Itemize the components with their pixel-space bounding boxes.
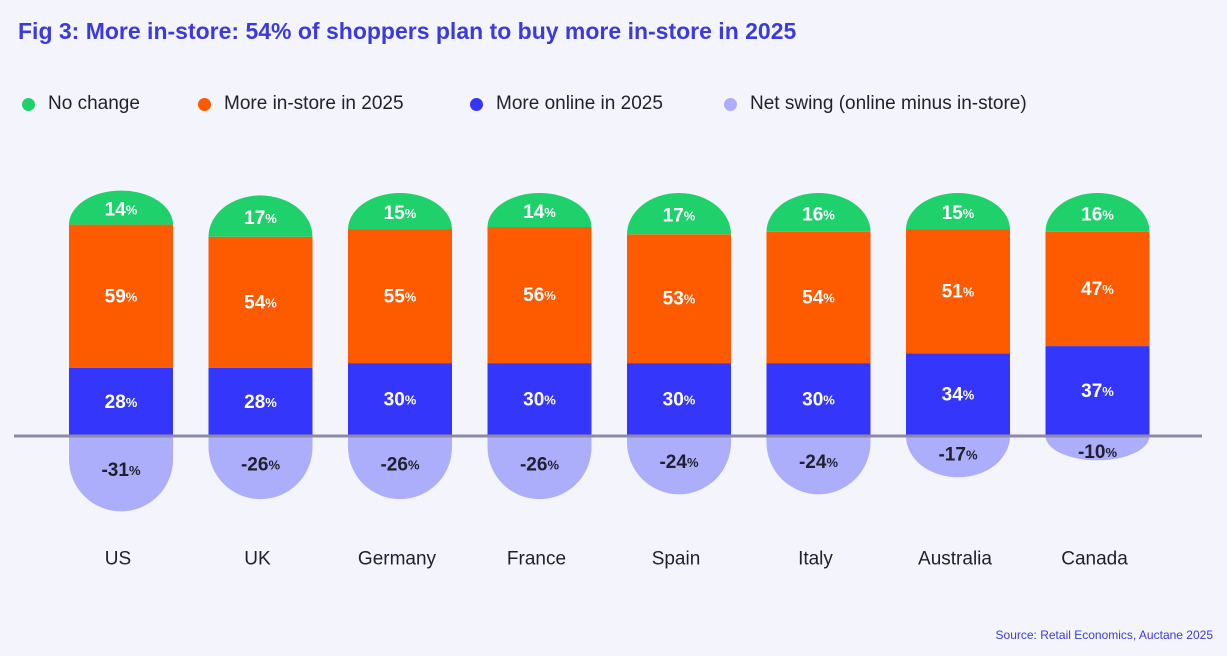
label-more-online-italy: 30% xyxy=(802,389,835,410)
category-label-canada: Canada xyxy=(1061,549,1128,570)
legend-label-net-swing: Net swing (online minus in-store) xyxy=(750,93,1027,114)
bar-more-online-uk xyxy=(208,367,313,436)
label-net-swing-germany: -26% xyxy=(380,454,419,475)
label-net-swing-australia: -17% xyxy=(938,444,977,465)
label-no-change-spain: 17% xyxy=(663,205,696,226)
category-label-spain: Spain xyxy=(652,549,701,570)
label-more-online-australia: 34% xyxy=(942,384,975,405)
bar-more-instore-france xyxy=(487,227,592,364)
label-more-instore-uk: 54% xyxy=(244,292,277,313)
bar-more-instore-uk xyxy=(208,236,313,368)
category-label-germany: Germany xyxy=(358,549,437,570)
bar-no-change-italy xyxy=(766,193,871,232)
bar-no-change-germany xyxy=(348,193,453,230)
bar-more-instore-canada xyxy=(1045,231,1150,347)
label-more-online-uk: 28% xyxy=(244,391,277,412)
label-net-swing-italy: -24% xyxy=(799,452,838,473)
bar-more-online-france xyxy=(487,363,592,436)
bar-more-instore-spain xyxy=(627,234,731,364)
category-label-france: France xyxy=(507,549,566,570)
bar-no-change-spain xyxy=(627,192,731,235)
label-more-instore-australia: 51% xyxy=(942,281,975,302)
label-more-online-canada: 37% xyxy=(1081,381,1114,402)
chart-legend: No change More in-store in 2025 More onl… xyxy=(14,90,1114,118)
bar-no-change-france xyxy=(487,193,592,228)
legend-item-no-change: No change xyxy=(22,90,140,118)
bar-more-online-canada xyxy=(1045,346,1150,436)
label-more-online-us: 28% xyxy=(105,391,138,412)
label-net-swing-canada: -10% xyxy=(1078,442,1117,463)
label-net-swing-us: -31% xyxy=(101,459,140,480)
label-more-online-spain: 30% xyxy=(663,389,696,410)
bar-net-swing-spain xyxy=(627,436,731,495)
label-no-change-australia: 15% xyxy=(942,203,975,224)
bar-more-online-germany xyxy=(348,363,452,436)
bar-more-online-spain xyxy=(627,363,731,436)
label-no-change-france: 14% xyxy=(523,202,556,223)
bar-more-instore-australia xyxy=(906,229,1010,354)
bar-net-swing-france xyxy=(487,436,592,500)
legend-swatch-net-swing xyxy=(724,97,737,111)
bar-more-instore-germany xyxy=(348,229,452,364)
bar-more-online-australia xyxy=(906,353,1010,436)
label-more-instore-germany: 55% xyxy=(384,286,417,307)
legend-swatch-no-change xyxy=(22,97,35,111)
bar-more-instore-us xyxy=(69,224,173,368)
label-no-change-canada: 16% xyxy=(1081,204,1114,225)
legend-label-no-change: No change xyxy=(48,93,140,114)
bar-no-change-us xyxy=(69,190,173,225)
bar-net-swing-canada xyxy=(1045,436,1150,461)
label-more-instore-canada: 47% xyxy=(1081,278,1114,299)
label-net-swing-spain: -24% xyxy=(659,452,698,473)
label-more-instore-italy: 54% xyxy=(802,287,835,308)
label-more-online-france: 30% xyxy=(523,389,556,410)
label-net-swing-uk: -26% xyxy=(241,454,280,475)
label-no-change-uk: 17% xyxy=(244,208,277,229)
label-more-instore-france: 56% xyxy=(523,285,556,306)
label-net-swing-france: -26% xyxy=(520,454,559,475)
legend-label-more-instore: More in-store in 2025 xyxy=(224,93,404,114)
bar-more-instore-italy xyxy=(766,231,871,364)
bar-net-swing-italy xyxy=(766,436,871,495)
category-label-uk: UK xyxy=(244,549,271,570)
category-label-australia: Australia xyxy=(918,549,992,570)
bar-more-online-italy xyxy=(766,363,871,436)
legend-item-more-instore: More in-store in 2025 xyxy=(198,90,404,118)
legend-item-net-swing: Net swing (online minus in-store) xyxy=(724,90,1027,118)
bar-net-swing-us xyxy=(69,436,173,512)
bar-more-online-us xyxy=(69,367,173,436)
legend-label-more-online: More online in 2025 xyxy=(496,93,663,114)
bar-net-swing-australia xyxy=(906,436,1010,478)
bar-no-change-uk xyxy=(208,195,313,237)
chart-title: Fig 3: More in-store: 54% of shoppers pl… xyxy=(18,18,797,44)
label-more-online-germany: 30% xyxy=(384,389,417,410)
bar-no-change-canada xyxy=(1045,193,1150,232)
label-more-instore-spain: 53% xyxy=(663,288,696,309)
legend-item-more-online: More online in 2025 xyxy=(470,90,663,118)
label-no-change-germany: 15% xyxy=(384,203,417,224)
label-no-change-italy: 16% xyxy=(802,204,835,225)
legend-swatch-more-instore xyxy=(198,97,211,111)
category-label-us: US xyxy=(105,549,131,570)
label-more-instore-us: 59% xyxy=(105,286,138,307)
bar-no-change-australia xyxy=(906,193,1010,230)
category-label-italy: Italy xyxy=(798,549,833,570)
bar-net-swing-uk xyxy=(208,436,313,500)
source-note: Source: Retail Economics, Auctane 2025 xyxy=(995,628,1213,642)
label-no-change-us: 14% xyxy=(105,199,138,220)
bar-net-swing-germany xyxy=(348,436,452,500)
legend-swatch-more-online xyxy=(470,97,483,111)
